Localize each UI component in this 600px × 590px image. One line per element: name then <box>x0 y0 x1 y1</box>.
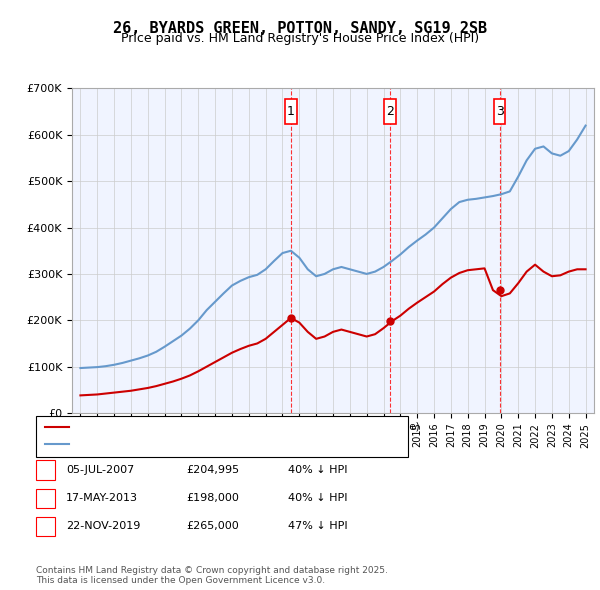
Text: 2: 2 <box>386 105 394 118</box>
Text: 47% ↓ HPI: 47% ↓ HPI <box>288 522 347 531</box>
Text: 05-JUL-2007: 05-JUL-2007 <box>66 465 134 474</box>
FancyBboxPatch shape <box>494 99 505 124</box>
Text: 3: 3 <box>42 522 49 531</box>
Text: Contains HM Land Registry data © Crown copyright and database right 2025.
This d: Contains HM Land Registry data © Crown c… <box>36 566 388 585</box>
Text: 3: 3 <box>496 105 503 118</box>
Text: 26, BYARDS GREEN, POTTON, SANDY, SG19 2SB: 26, BYARDS GREEN, POTTON, SANDY, SG19 2S… <box>113 21 487 35</box>
Text: £204,995: £204,995 <box>186 465 239 474</box>
FancyBboxPatch shape <box>285 99 297 124</box>
FancyBboxPatch shape <box>384 99 395 124</box>
Text: 2: 2 <box>42 493 49 503</box>
Text: 40% ↓ HPI: 40% ↓ HPI <box>288 493 347 503</box>
Text: 1: 1 <box>287 105 295 118</box>
Text: 26, BYARDS GREEN, POTTON, SANDY, SG19 2SB (detached house): 26, BYARDS GREEN, POTTON, SANDY, SG19 2S… <box>75 422 419 431</box>
Text: 22-NOV-2019: 22-NOV-2019 <box>66 522 140 531</box>
Text: HPI: Average price, detached house, Central Bedfordshire: HPI: Average price, detached house, Cent… <box>75 440 376 449</box>
Text: 17-MAY-2013: 17-MAY-2013 <box>66 493 138 503</box>
Text: Price paid vs. HM Land Registry's House Price Index (HPI): Price paid vs. HM Land Registry's House … <box>121 32 479 45</box>
Text: £198,000: £198,000 <box>186 493 239 503</box>
Text: 40% ↓ HPI: 40% ↓ HPI <box>288 465 347 474</box>
Text: 1: 1 <box>42 465 49 474</box>
Text: £265,000: £265,000 <box>186 522 239 531</box>
